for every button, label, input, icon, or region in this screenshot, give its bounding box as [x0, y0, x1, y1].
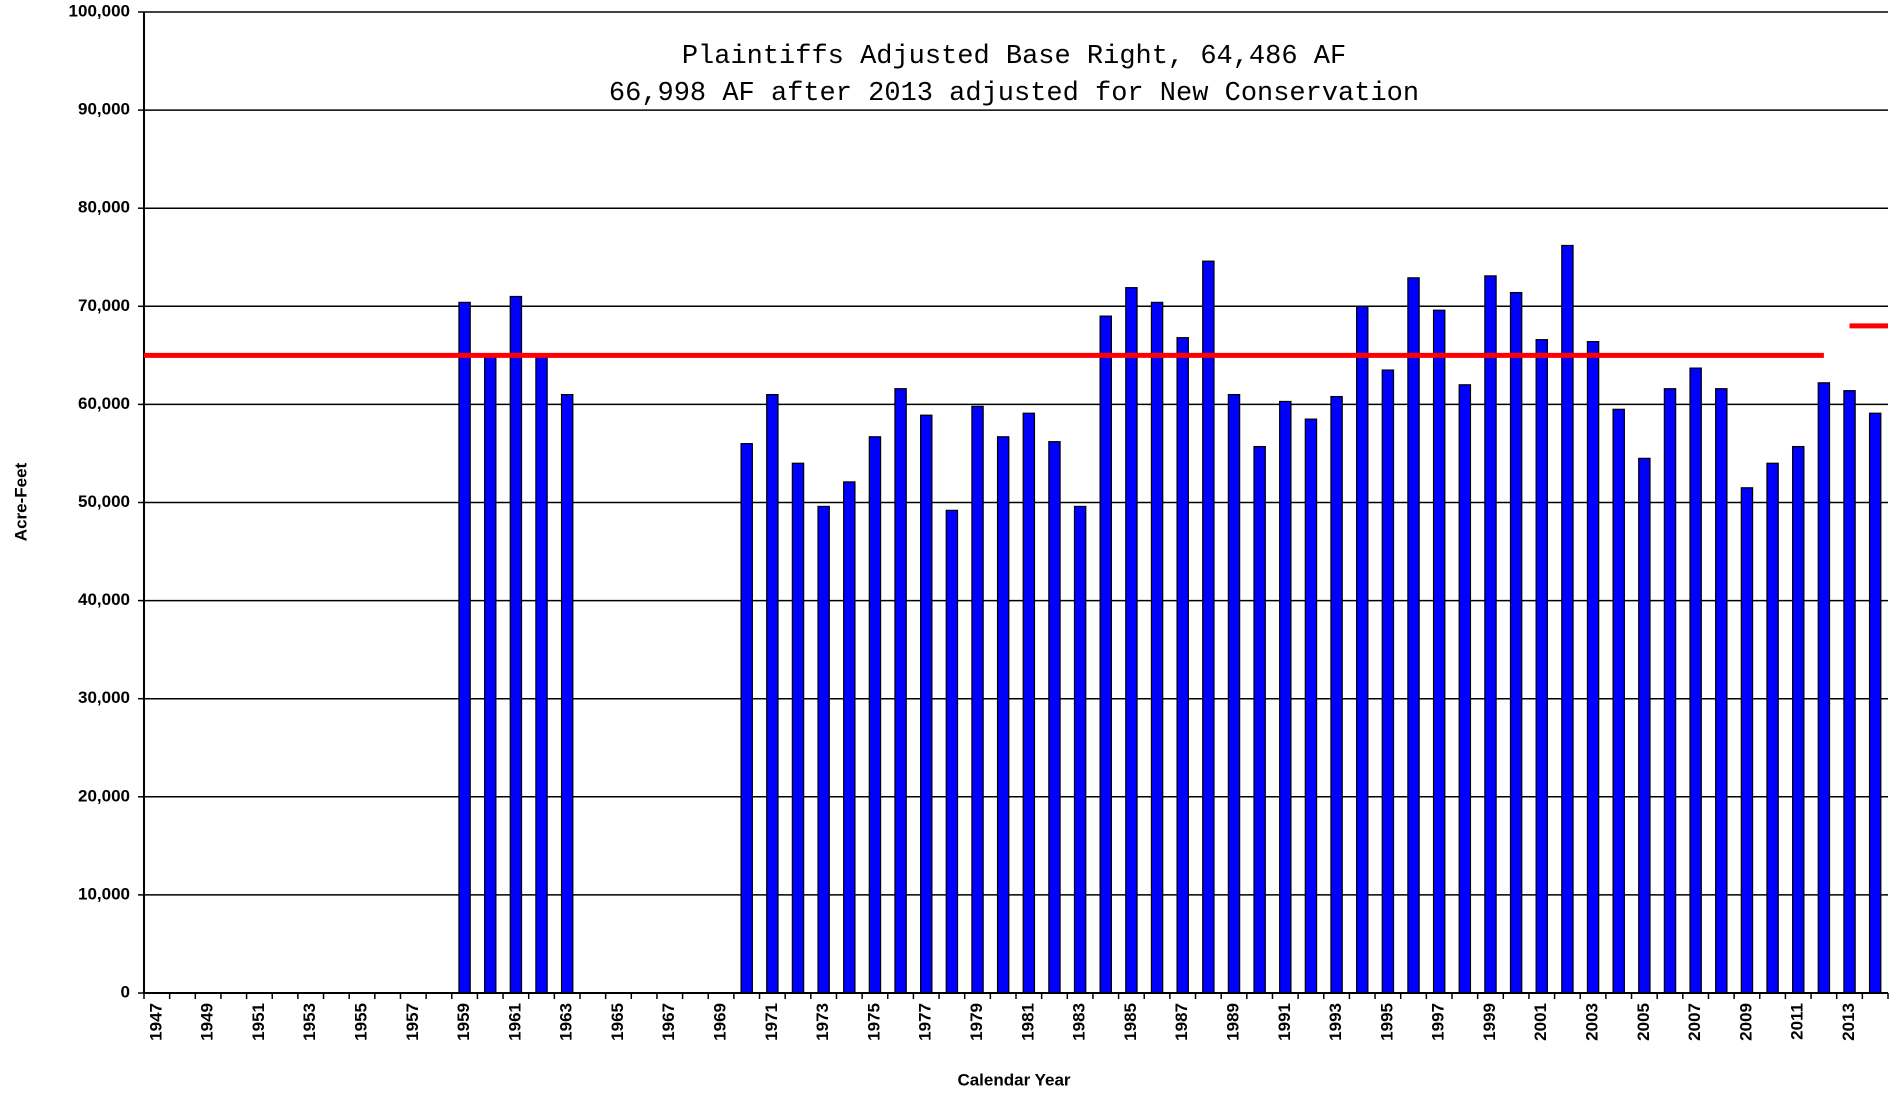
x-tick-label: 1991 — [1275, 1003, 1294, 1041]
bar — [1740, 487, 1754, 994]
bar — [1279, 400, 1292, 994]
bar — [1304, 418, 1318, 994]
bar — [919, 414, 933, 994]
y-tick-label: 30,000 — [78, 688, 130, 707]
bar — [1022, 412, 1036, 994]
x-tick-label: 1993 — [1326, 1003, 1345, 1041]
bar — [1484, 275, 1497, 994]
bar — [1612, 408, 1625, 994]
y-tick-label: 40,000 — [78, 590, 130, 609]
bar — [971, 405, 984, 994]
bar — [1253, 445, 1266, 994]
bar — [1535, 339, 1549, 994]
bar — [535, 354, 548, 994]
x-tick-label: 1987 — [1172, 1003, 1191, 1041]
bar — [483, 354, 497, 994]
bar — [1689, 367, 1702, 994]
x-tick-label: 1955 — [351, 1003, 370, 1041]
x-tick-label: 2009 — [1736, 1003, 1755, 1041]
x-tick-label: 1995 — [1377, 1003, 1396, 1041]
x-tick-label: 1965 — [608, 1003, 627, 1041]
x-tick-label: 2007 — [1685, 1003, 1704, 1041]
bar — [791, 462, 805, 994]
bar — [1099, 315, 1113, 994]
x-tick-label: 1969 — [711, 1003, 730, 1041]
bar — [1048, 441, 1061, 994]
x-tick-label: 1979 — [967, 1003, 986, 1041]
x-tick-label: 1959 — [454, 1003, 473, 1041]
y-tick-label: 90,000 — [78, 100, 130, 119]
x-tick-label: 1983 — [1070, 1003, 1089, 1041]
x-tick-label: 1999 — [1480, 1003, 1499, 1041]
bar — [1586, 341, 1600, 994]
bar — [1355, 305, 1369, 994]
y-tick-label: 80,000 — [78, 198, 130, 217]
y-tick-label: 0 — [121, 982, 130, 1001]
bar — [1125, 287, 1138, 994]
bar — [1458, 384, 1472, 994]
bar — [766, 393, 779, 994]
x-tick-label: 1977 — [916, 1003, 935, 1041]
bar — [996, 436, 1010, 994]
x-tick-label: 1967 — [659, 1003, 678, 1041]
x-tick-label: 1997 — [1429, 1003, 1448, 1041]
x-axis-label: Calendar Year — [957, 1070, 1070, 1089]
y-tick-label: 10,000 — [78, 884, 130, 903]
x-tick-label: 2013 — [1839, 1003, 1858, 1041]
x-tick-label: 1951 — [249, 1003, 268, 1041]
bar — [740, 443, 753, 994]
annotation: 66,998 AF after 2013 adjusted for New Co… — [609, 79, 1419, 109]
x-tick-label: 1963 — [557, 1003, 576, 1041]
x-tick-label: 1981 — [1018, 1003, 1037, 1041]
bar — [1150, 301, 1164, 994]
bar — [1073, 505, 1087, 994]
bar — [868, 436, 882, 994]
x-tick-label: 1975 — [864, 1003, 883, 1041]
bar — [458, 301, 471, 994]
bar — [1843, 390, 1856, 994]
bar — [1791, 445, 1805, 994]
bar — [817, 505, 830, 994]
bar — [1766, 462, 1779, 994]
bar — [1176, 337, 1189, 994]
bar — [1638, 457, 1651, 994]
x-tick-label: 1953 — [300, 1003, 319, 1041]
bar — [1227, 393, 1241, 994]
x-tick-label: 1947 — [146, 1003, 165, 1041]
y-tick-label: 70,000 — [78, 296, 130, 315]
bar — [1509, 291, 1523, 994]
x-tick-label: 2001 — [1531, 1003, 1550, 1041]
bar — [560, 393, 574, 994]
y-tick-label: 100,000 — [69, 1, 130, 20]
bar — [1407, 277, 1420, 994]
x-tick-label: 1989 — [1223, 1003, 1242, 1041]
y-tick-label: 20,000 — [78, 786, 130, 805]
x-tick-label: 1971 — [762, 1003, 781, 1041]
bar — [1202, 260, 1215, 994]
y-tick-label: 50,000 — [78, 492, 130, 511]
bar — [1330, 395, 1343, 994]
bar — [1715, 388, 1728, 994]
x-tick-label: 2005 — [1634, 1003, 1653, 1041]
x-tick-label: 1985 — [1121, 1003, 1140, 1041]
x-tick-label: 1973 — [813, 1003, 832, 1041]
x-tick-label: 2011 — [1788, 1003, 1807, 1040]
x-tick-label: 1961 — [505, 1003, 524, 1041]
x-tick-label: 2003 — [1583, 1003, 1602, 1041]
bar — [945, 509, 959, 994]
x-tick-label: 1957 — [403, 1003, 422, 1041]
bar — [1432, 309, 1446, 994]
bar — [894, 388, 907, 994]
annotation: Plaintiffs Adjusted Base Right, 64,486 A… — [682, 42, 1346, 72]
bar — [1663, 388, 1677, 994]
bar — [1868, 412, 1882, 994]
y-axis-label: Acre-Feet — [11, 462, 30, 541]
x-tick-label: 1949 — [198, 1003, 217, 1041]
y-tick-label: 60,000 — [78, 394, 130, 413]
bar — [1817, 382, 1831, 994]
bar — [509, 295, 523, 994]
bar — [1381, 369, 1395, 994]
bar — [843, 481, 856, 994]
